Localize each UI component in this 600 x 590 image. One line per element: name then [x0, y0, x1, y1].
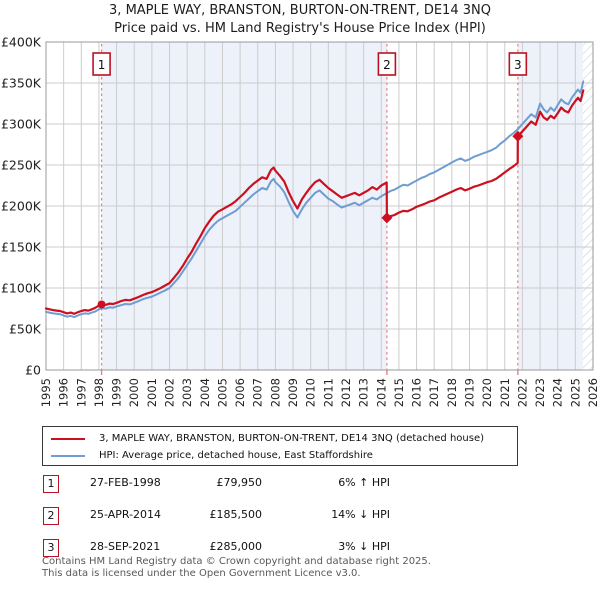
- x-tick-label: 2017: [427, 378, 441, 407]
- transaction-price: £79,950: [216, 476, 263, 489]
- transaction-number-badge: 2: [43, 507, 59, 525]
- x-tick-label: 2020: [480, 378, 494, 407]
- x-tick-label: 2016: [410, 378, 424, 407]
- x-tick-label: 2007: [251, 378, 265, 407]
- x-tick-label: 2019: [462, 378, 476, 407]
- x-tick-label: 1996: [57, 378, 71, 407]
- transaction-price: £185,500: [209, 508, 263, 521]
- y-tick-label: £250K: [1, 158, 42, 173]
- x-tick-label: 2021: [498, 378, 512, 407]
- sale-point-2: [381, 212, 393, 224]
- hpi-line-swatch: [51, 454, 85, 457]
- x-tick-label: 2002: [163, 378, 177, 407]
- sale-point-3: [512, 130, 524, 142]
- y-tick-label: £150K: [1, 240, 42, 255]
- sale-label-box-2: [377, 52, 397, 76]
- footer-licence: This data is licensed under the Open Gov…: [42, 567, 361, 579]
- property-line-swatch: [51, 437, 85, 440]
- transaction-hpi-delta: 6% ↑ HPI: [338, 476, 390, 489]
- transaction-date: 27-FEB-1998: [90, 476, 161, 489]
- x-tick-label: 1998: [92, 378, 106, 407]
- y-tick-label: £200K: [1, 199, 42, 214]
- sale-label-box-3: [508, 52, 528, 76]
- x-tick-label: 2023: [533, 378, 547, 407]
- x-tick-label: 2026: [586, 378, 600, 407]
- y-tick-label: £100K: [1, 281, 42, 296]
- legend-item-property: 3, MAPLE WAY, BRANSTON, BURTON-ON-TRENT,…: [43, 430, 517, 447]
- y-tick-label: £0: [25, 363, 41, 378]
- x-tick-label: 2012: [339, 378, 353, 407]
- x-tick-label: 2006: [233, 378, 247, 407]
- license-footer: Contains HM Land Registry data © Crown c…: [42, 556, 582, 579]
- hpi-line: [45, 80, 585, 319]
- sale-label-text-2: 2: [383, 58, 391, 72]
- x-tick-label: 2010: [304, 378, 318, 407]
- x-tick-label: 2024: [551, 378, 565, 407]
- x-tick-label: 1995: [39, 378, 53, 407]
- transaction-row: 2 25-APR-2014 £185,500 14% ↓ HPI: [42, 507, 562, 527]
- x-tick-label: 2001: [145, 378, 159, 407]
- transaction-row: 3 28-SEP-2021 £285,000 3% ↓ HPI: [42, 539, 562, 559]
- x-tick-label: 1997: [74, 378, 88, 407]
- footer-copyright: Contains HM Land Registry data © Crown c…: [42, 556, 431, 567]
- x-tick-label: 2022: [515, 378, 529, 407]
- transaction-hpi-delta: 14% ↓ HPI: [331, 508, 390, 521]
- x-tick-label: 2009: [286, 378, 300, 407]
- grid: [45, 41, 594, 371]
- sale-label-text-1: 1: [98, 58, 106, 72]
- x-tick-label: 2011: [321, 378, 335, 407]
- price-paid-line: [44, 89, 585, 315]
- y-tick-label: £400K: [1, 35, 42, 50]
- y-tick-label: £50K: [9, 322, 42, 337]
- legend-item-hpi: HPI: Average price, detached house, East…: [43, 447, 517, 464]
- x-tick-label: 2008: [268, 378, 282, 407]
- y-tick-label: £300K: [1, 117, 42, 132]
- legend-label: HPI: Average price, detached house, East…: [99, 450, 373, 461]
- transaction-price: £285,000: [209, 540, 263, 553]
- x-tick-label: 2014: [374, 378, 388, 407]
- sale-point-1: [97, 300, 106, 309]
- page-subtitle: Price paid vs. HM Land Registry's House …: [114, 21, 486, 36]
- x-tick-label: 1999: [110, 378, 124, 407]
- x-tick-label: 2000: [127, 378, 141, 407]
- sale-label-box-1: [92, 52, 111, 76]
- legend-label: 3, MAPLE WAY, BRANSTON, BURTON-ON-TRENT,…: [99, 433, 484, 444]
- x-tick-label: 2018: [445, 378, 459, 407]
- y-tick-label: £350K: [1, 76, 42, 91]
- transaction-row: 1 27-FEB-1998 £79,950 6% ↑ HPI: [42, 475, 562, 495]
- plot-border: [45, 41, 594, 371]
- transaction-number-badge: 3: [43, 539, 59, 557]
- sale-label-text-3: 3: [514, 58, 522, 72]
- x-tick-label: 2004: [198, 378, 212, 407]
- transaction-number-badge: 1: [43, 475, 59, 493]
- transaction-hpi-delta: 3% ↓ HPI: [338, 540, 390, 553]
- price-history-chart: 1 2 3 £0 £50K £100K £150K £200K £250K £300K £350K £…: [1, 35, 600, 408]
- x-tick-label: 2005: [215, 378, 229, 407]
- page-title: 3, MAPLE WAY, BRANSTON, BURTON-ON-TRENT,…: [109, 3, 491, 18]
- x-tick-label: 2015: [392, 378, 406, 407]
- x-tick-label: 2003: [180, 378, 194, 407]
- transaction-date: 28-SEP-2021: [90, 540, 161, 553]
- x-tick-label: 2025: [568, 378, 582, 407]
- x-tick-label: 2013: [357, 378, 371, 407]
- chart-legend: 3, MAPLE WAY, BRANSTON, BURTON-ON-TRENT,…: [42, 426, 518, 466]
- transaction-date: 25-APR-2014: [90, 508, 162, 521]
